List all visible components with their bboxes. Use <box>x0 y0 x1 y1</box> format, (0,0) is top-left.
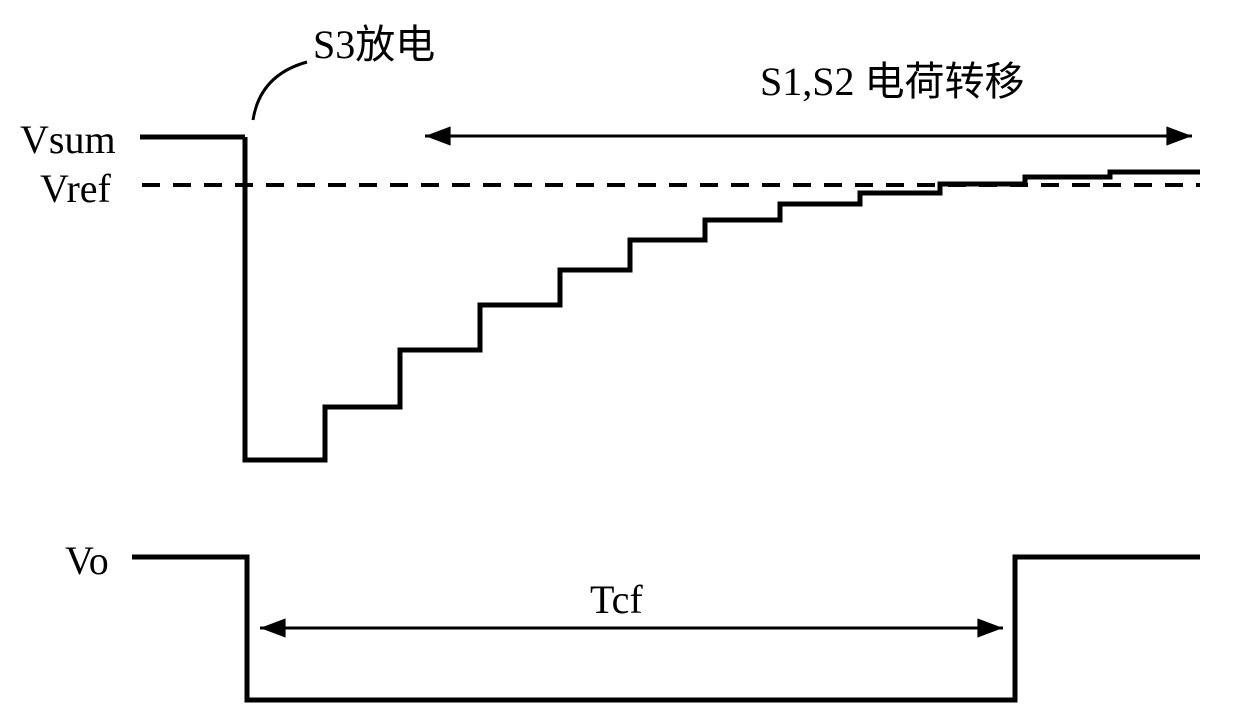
arrowhead-left-icon <box>425 126 451 145</box>
s3-discharge-label: S3放电 <box>313 22 435 67</box>
vref-label: Vref <box>40 166 112 211</box>
arrowhead-right-icon <box>977 618 1003 637</box>
vo-label: Vo <box>65 538 109 583</box>
arrowhead-right-icon <box>1166 126 1192 145</box>
s1s2-charge-transfer-label: S1,S2 电荷转移 <box>760 59 1025 104</box>
diagram-layer: VsumVref Vo S3放电 S1,S2 电荷转移 Tcf <box>20 22 1200 700</box>
vsum-label: Vsum <box>20 117 116 162</box>
timing-diagram: VsumVref Vo S3放电 S1,S2 电荷转移 Tcf <box>0 0 1240 722</box>
s3-pointer-curve <box>253 62 307 120</box>
diagram-container: VsumVref Vo S3放电 S1,S2 电荷转移 Tcf <box>0 0 1240 722</box>
tcf-label: Tcf <box>590 577 643 622</box>
arrowhead-left-icon <box>260 618 286 637</box>
